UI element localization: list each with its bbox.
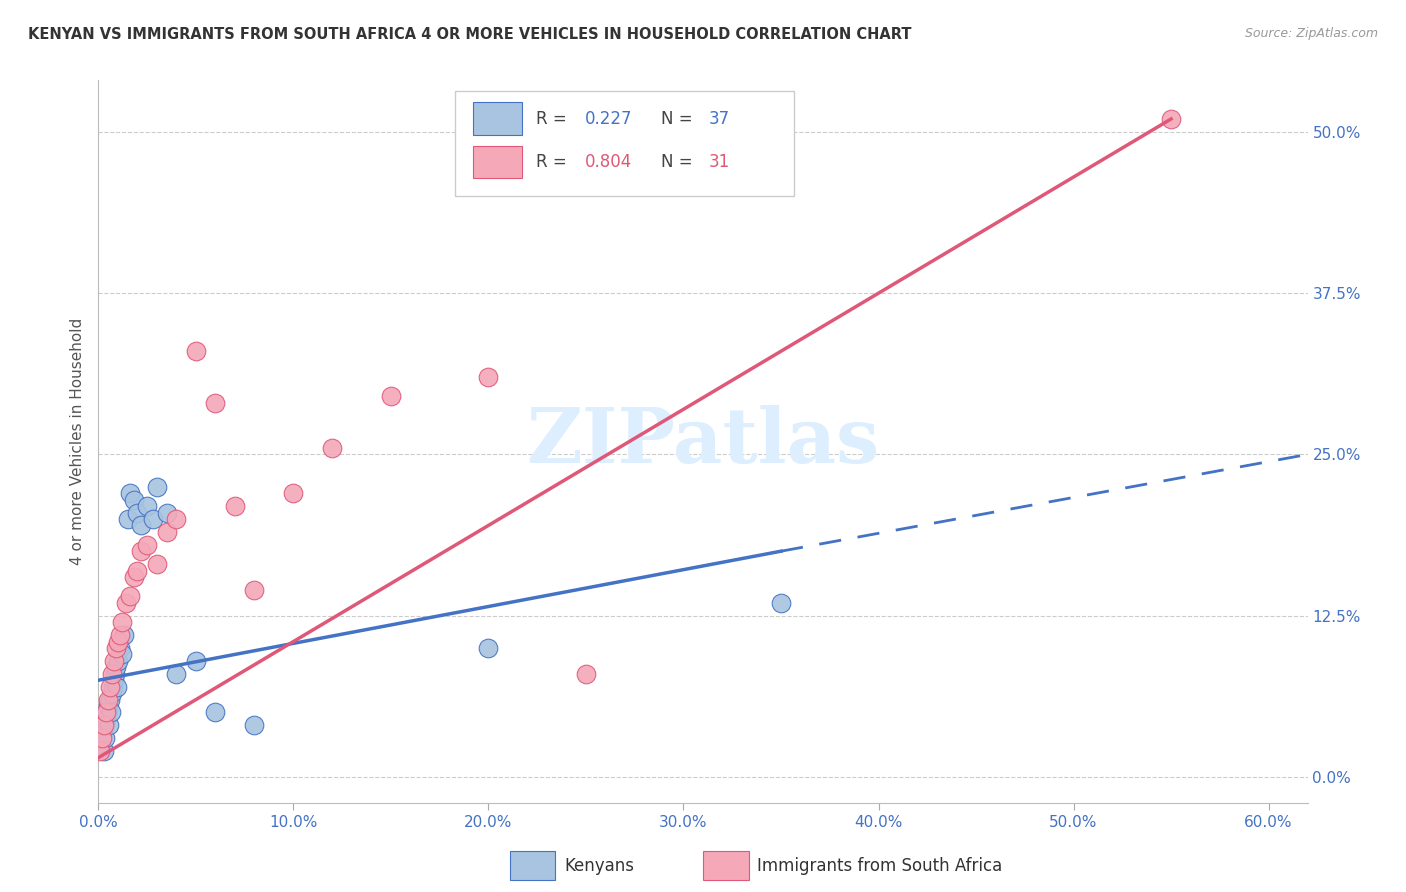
Point bbox=[108, 640, 131, 655]
Text: 0.804: 0.804 bbox=[585, 153, 631, 171]
Point bbox=[103, 673, 125, 688]
Text: N =: N = bbox=[661, 153, 697, 171]
Point bbox=[1160, 112, 1182, 126]
Point bbox=[243, 582, 266, 597]
Text: 0.227: 0.227 bbox=[585, 110, 633, 128]
Point bbox=[98, 718, 121, 732]
Text: 37: 37 bbox=[709, 110, 730, 128]
Text: KENYAN VS IMMIGRANTS FROM SOUTH AFRICA 4 OR MORE VEHICLES IN HOUSEHOLD CORRELATI: KENYAN VS IMMIGRANTS FROM SOUTH AFRICA 4… bbox=[28, 27, 911, 42]
Point bbox=[98, 680, 121, 694]
Text: Kenyans: Kenyans bbox=[564, 856, 634, 875]
Point bbox=[184, 654, 207, 668]
Point bbox=[117, 512, 139, 526]
Point bbox=[96, 706, 118, 720]
Point bbox=[91, 731, 114, 746]
Point bbox=[136, 538, 159, 552]
Point bbox=[94, 731, 117, 746]
Point bbox=[105, 680, 128, 694]
Point bbox=[118, 486, 141, 500]
Point bbox=[127, 506, 149, 520]
Text: Source: ZipAtlas.com: Source: ZipAtlas.com bbox=[1244, 27, 1378, 40]
Point bbox=[165, 512, 187, 526]
Point bbox=[96, 706, 118, 720]
Point bbox=[165, 666, 187, 681]
Point bbox=[184, 344, 207, 359]
Point bbox=[122, 570, 145, 584]
FancyBboxPatch shape bbox=[474, 103, 522, 135]
Point bbox=[104, 666, 127, 681]
Point bbox=[91, 724, 114, 739]
Point bbox=[101, 686, 124, 700]
Point bbox=[89, 744, 111, 758]
Text: R =: R = bbox=[536, 110, 572, 128]
Point bbox=[97, 699, 120, 714]
Point bbox=[204, 396, 226, 410]
Point bbox=[156, 524, 179, 539]
Point bbox=[107, 634, 129, 648]
Y-axis label: 4 or more Vehicles in Household: 4 or more Vehicles in Household bbox=[70, 318, 86, 566]
Point bbox=[243, 718, 266, 732]
Point bbox=[122, 492, 145, 507]
Point bbox=[98, 692, 121, 706]
Point bbox=[112, 628, 135, 642]
Point bbox=[91, 718, 114, 732]
Point bbox=[100, 706, 122, 720]
Point bbox=[575, 666, 598, 681]
FancyBboxPatch shape bbox=[474, 145, 522, 178]
Point bbox=[97, 692, 120, 706]
Point bbox=[114, 596, 136, 610]
Point bbox=[477, 370, 499, 384]
Point bbox=[101, 680, 124, 694]
Text: N =: N = bbox=[661, 110, 697, 128]
Point bbox=[101, 666, 124, 681]
Point bbox=[204, 706, 226, 720]
Point bbox=[769, 596, 792, 610]
Point bbox=[93, 718, 115, 732]
Point bbox=[131, 544, 153, 558]
Point bbox=[321, 441, 343, 455]
FancyBboxPatch shape bbox=[703, 851, 749, 880]
Point bbox=[107, 654, 129, 668]
Point bbox=[477, 640, 499, 655]
FancyBboxPatch shape bbox=[509, 851, 555, 880]
Point bbox=[104, 640, 127, 655]
Point bbox=[131, 518, 153, 533]
Text: Immigrants from South Africa: Immigrants from South Africa bbox=[758, 856, 1002, 875]
Point bbox=[136, 499, 159, 513]
Point bbox=[90, 731, 112, 746]
Text: R =: R = bbox=[536, 153, 572, 171]
Text: 31: 31 bbox=[709, 153, 730, 171]
Point bbox=[93, 744, 115, 758]
Text: ZIPatlas: ZIPatlas bbox=[526, 405, 880, 478]
Point bbox=[111, 648, 134, 662]
Point bbox=[283, 486, 305, 500]
Point bbox=[111, 615, 134, 630]
Point bbox=[104, 660, 127, 674]
Point bbox=[118, 590, 141, 604]
Point bbox=[142, 512, 165, 526]
Point bbox=[146, 557, 169, 571]
Point bbox=[224, 499, 246, 513]
Point bbox=[108, 628, 131, 642]
Point bbox=[89, 738, 111, 752]
FancyBboxPatch shape bbox=[456, 91, 793, 196]
Point bbox=[146, 480, 169, 494]
Point bbox=[127, 564, 149, 578]
Point bbox=[103, 654, 125, 668]
Point bbox=[96, 712, 118, 726]
Point bbox=[156, 506, 179, 520]
Point bbox=[380, 389, 402, 403]
